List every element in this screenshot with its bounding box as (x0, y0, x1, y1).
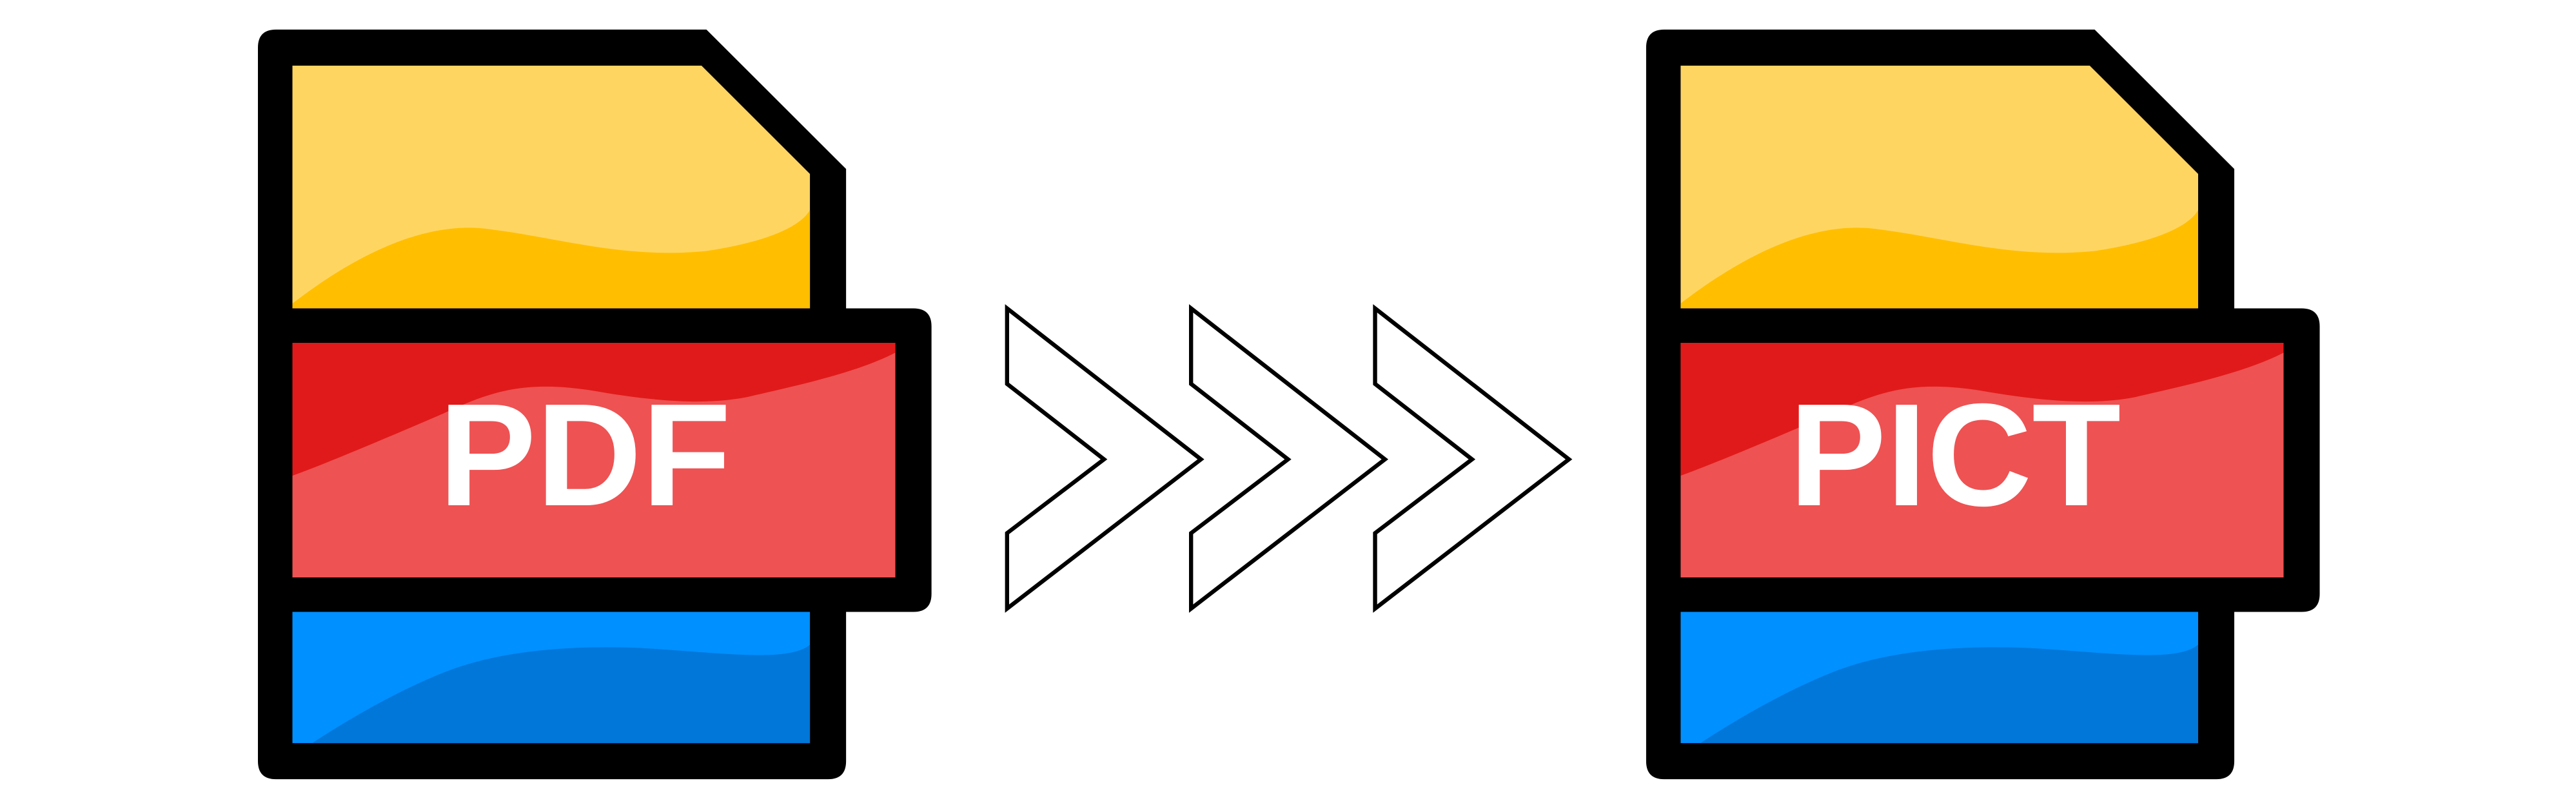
chevron-right-icon (1191, 309, 1385, 609)
source-format-label: PDF (438, 374, 731, 537)
target-format-label: PICT (1789, 374, 2121, 537)
target-file-icon: PICT (1646, 29, 2320, 780)
chevron-right-icon (1007, 309, 1201, 609)
chevron-right-icon (1375, 309, 1569, 609)
conversion-arrows (1007, 309, 1569, 609)
source-file-icon: PDF (258, 29, 932, 780)
